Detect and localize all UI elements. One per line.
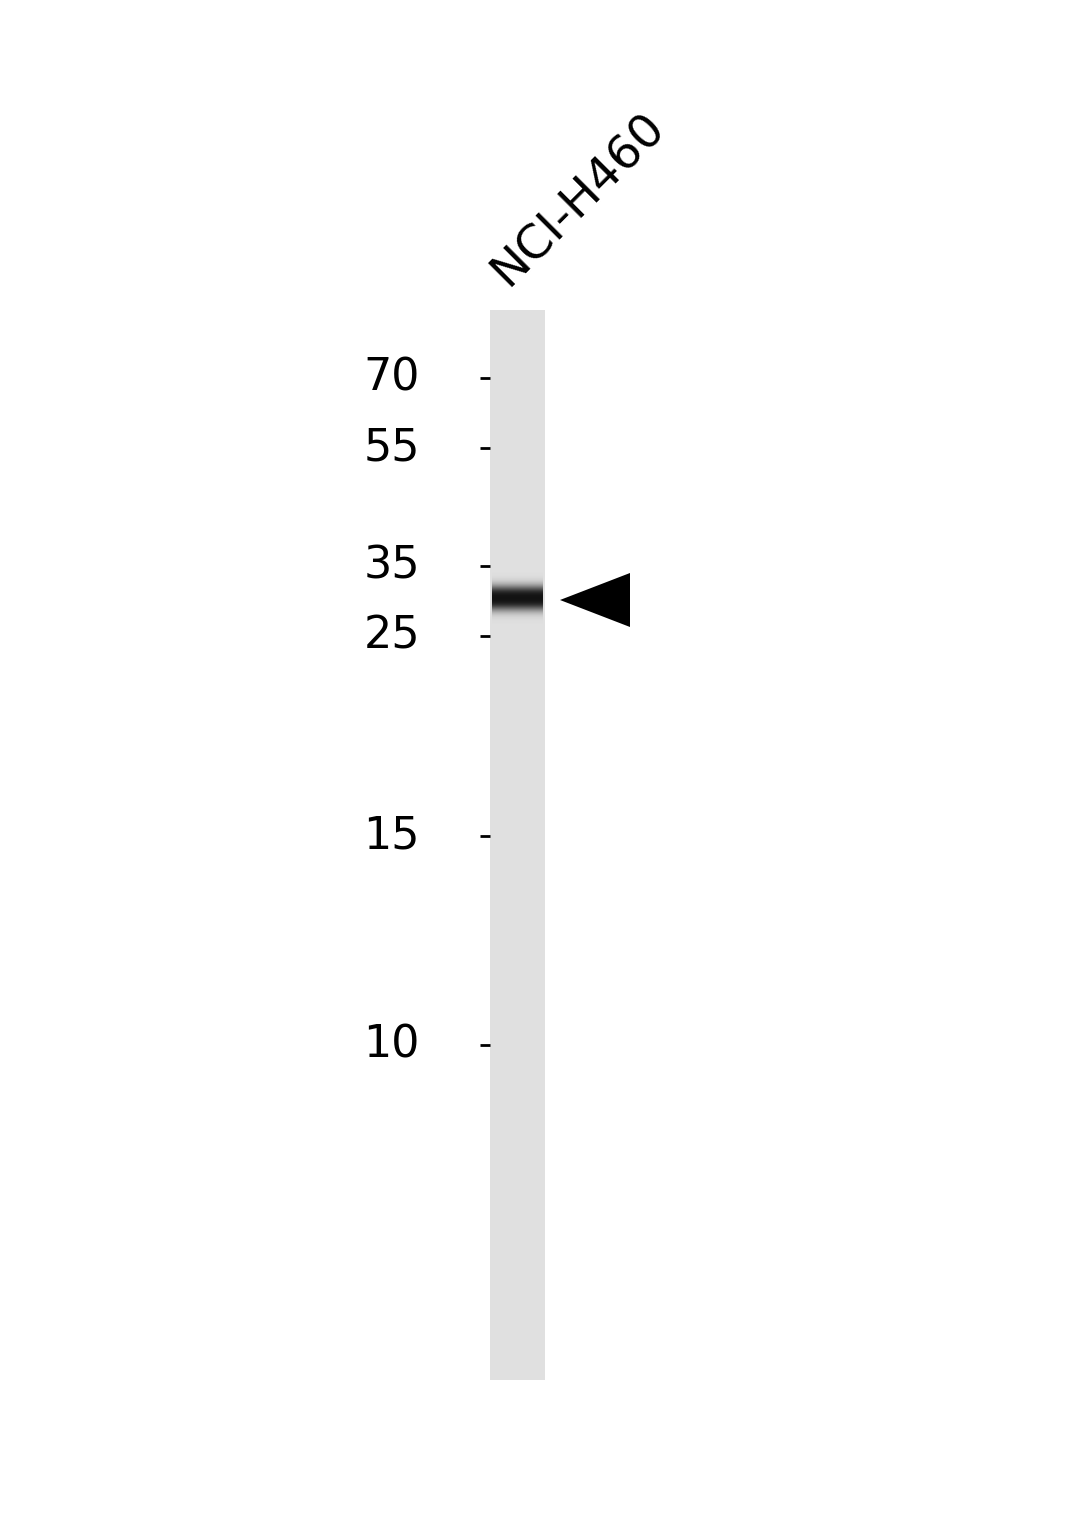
Text: 55: 55 <box>364 427 420 470</box>
Text: 10: 10 <box>364 1024 420 1067</box>
Text: 70: 70 <box>364 357 420 400</box>
Text: 15: 15 <box>364 814 420 857</box>
Polygon shape <box>561 573 630 628</box>
Bar <box>490 309 545 1379</box>
Text: 35: 35 <box>363 545 420 588</box>
Text: 25: 25 <box>363 614 420 657</box>
Text: NCI-H460: NCI-H460 <box>483 104 674 295</box>
